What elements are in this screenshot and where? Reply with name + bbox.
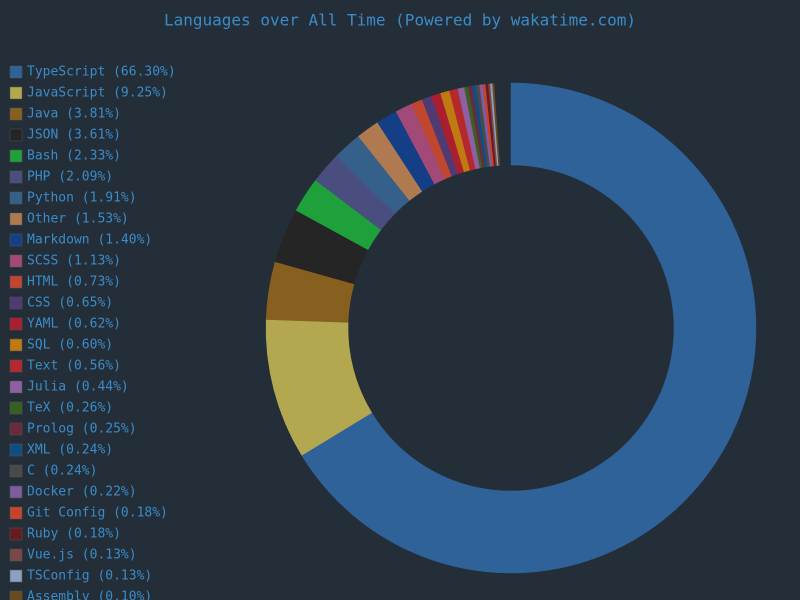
- legend-swatch: [9, 464, 23, 478]
- legend-swatch: [9, 149, 23, 163]
- legend-label: Markdown (1.40%): [27, 233, 152, 248]
- legend-label: CSS (0.65%): [27, 296, 113, 311]
- legend-label: TypeScript (66.30%): [27, 65, 176, 80]
- legend-label: Git Config (0.18%): [27, 506, 168, 521]
- legend-label: Assembly (0.10%): [27, 590, 152, 600]
- legend-label: HTML (0.73%): [27, 275, 121, 290]
- legend-label: Prolog (0.25%): [27, 422, 137, 437]
- legend-swatch: [9, 170, 23, 184]
- slice: [301, 82, 757, 574]
- legend-label: Docker (0.22%): [27, 485, 137, 500]
- legend-swatch: [9, 548, 23, 562]
- legend-swatch: [9, 527, 23, 541]
- legend-label: Text (0.56%): [27, 359, 121, 374]
- legend-label: XML (0.24%): [27, 443, 113, 458]
- legend-swatch: [9, 212, 23, 226]
- legend-swatch: [9, 107, 23, 121]
- legend-swatch: [9, 128, 23, 142]
- legend-swatch: [9, 443, 23, 457]
- legend-swatch: [9, 233, 23, 247]
- legend-label: C (0.24%): [27, 464, 97, 479]
- legend-swatch: [9, 485, 23, 499]
- legend-swatch: [9, 569, 23, 583]
- legend-swatch: [9, 401, 23, 415]
- chart-title: Languages over All Time (Powered by waka…: [164, 11, 636, 30]
- legend-swatch: [9, 191, 23, 205]
- legend-label: YAML (0.62%): [27, 317, 121, 332]
- legend-label: Ruby (0.18%): [27, 527, 121, 542]
- legend-swatch: [9, 506, 23, 520]
- legend-swatch: [9, 275, 23, 289]
- legend-label: Python (1.91%): [27, 191, 137, 206]
- legend-swatch: [9, 86, 23, 100]
- legend-swatch: [9, 296, 23, 310]
- legend-label: Java (3.81%): [27, 107, 121, 122]
- legend-label: Julia (0.44%): [27, 380, 129, 395]
- slice: [492, 83, 500, 166]
- legend-swatch: [9, 590, 23, 600]
- legend-label: SCSS (1.13%): [27, 254, 121, 269]
- legend-swatch: [9, 65, 23, 79]
- legend-label: TSConfig (0.13%): [27, 569, 152, 584]
- legend-label: Vue.js (0.13%): [27, 548, 137, 563]
- legend-swatch: [9, 317, 23, 331]
- legend-swatch: [9, 254, 23, 268]
- legend-label: JSON (3.61%): [27, 128, 121, 143]
- legend-swatch: [9, 338, 23, 352]
- legend-swatch: [9, 380, 23, 394]
- legend-label: JavaScript (9.25%): [27, 86, 168, 101]
- legend-swatch: [9, 359, 23, 373]
- legend-label: TeX (0.26%): [27, 401, 113, 416]
- legend-swatch: [9, 422, 23, 436]
- legend-label: PHP (2.09%): [27, 170, 113, 185]
- legend-label: Other (1.53%): [27, 212, 129, 227]
- legend-label: SQL (0.60%): [27, 338, 113, 353]
- legend-label: Bash (2.33%): [27, 149, 121, 164]
